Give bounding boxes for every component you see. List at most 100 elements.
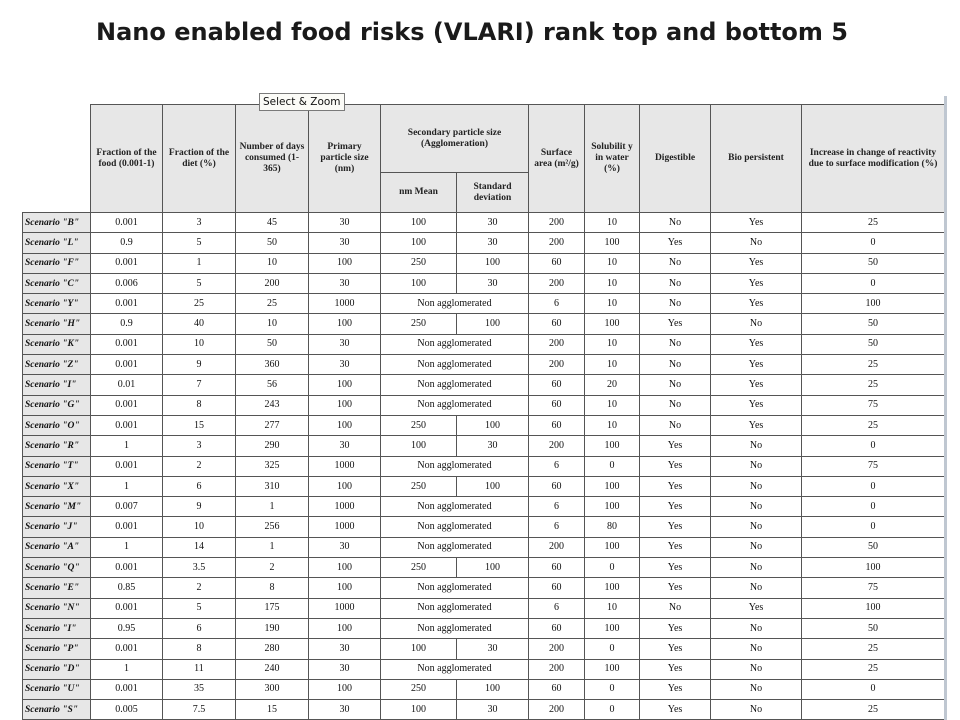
cell-standard-deviation: 100 xyxy=(456,557,529,579)
cell-surface-area: 60 xyxy=(528,374,585,396)
corner-cell xyxy=(22,104,91,213)
cell-reactivity: 75 xyxy=(801,394,944,416)
table-row: Scenario "T" 0.001 2 325 1000 Non agglomerate… xyxy=(22,455,944,477)
cell-reactivity: 100 xyxy=(801,557,944,579)
scenario-label: Scenario "Z" xyxy=(22,354,91,376)
cell-reactivity: 0 xyxy=(801,232,944,254)
cell-solubility: 100 xyxy=(584,536,640,559)
cell-digestible: Yes xyxy=(639,699,711,720)
scenario-label: Scenario "C" xyxy=(22,272,91,295)
cell-fraction-diet: 2 xyxy=(162,455,236,477)
cell-solubility: 100 xyxy=(584,658,640,680)
cell-digestible: No xyxy=(639,414,711,437)
cell-solubility: 100 xyxy=(584,232,640,254)
cell-fraction-food: 1 xyxy=(90,475,163,498)
cell-fraction-food: 0.001 xyxy=(90,678,163,701)
cell-solubility: 100 xyxy=(584,435,640,457)
cell-solubility: 0 xyxy=(584,678,640,701)
cell-standard-deviation: 100 xyxy=(456,414,529,437)
cell-fraction-food: 0.95 xyxy=(90,617,163,640)
cell-fraction-diet: 9 xyxy=(162,496,236,518)
scenario-label: Scenario "Y" xyxy=(22,293,91,315)
cell-fraction-food: 0.001 xyxy=(90,455,163,477)
cell-surface-area: 60 xyxy=(528,414,585,437)
cell-nm-mean: 250 xyxy=(380,414,457,437)
table-row: Scenario "L" 0.9 5 50 30 100 30 200 100 Yes No 0 xyxy=(22,232,944,254)
cell-bio-persistent: Yes xyxy=(710,354,802,376)
cell-surface-area: 200 xyxy=(528,699,585,720)
header-nm-mean: nm Mean xyxy=(380,172,457,213)
cell-primary-size: 1000 xyxy=(308,496,381,518)
cell-digestible: No xyxy=(639,211,711,234)
cell-digestible: No xyxy=(639,394,711,416)
cell-solubility: 0 xyxy=(584,699,640,720)
table-row: Scenario "Z" 0.001 9 360 30 Non agglomerated 2… xyxy=(22,354,944,376)
cell-solubility: 100 xyxy=(584,496,640,518)
cell-agglomeration: Non agglomerated xyxy=(380,536,529,559)
header-bio-persistent: Bio persistent xyxy=(710,104,802,213)
scenario-label: Scenario "E" xyxy=(22,577,91,599)
cell-nm-mean: 100 xyxy=(380,232,457,254)
cell-solubility: 100 xyxy=(584,577,640,599)
cell-standard-deviation: 30 xyxy=(456,699,529,720)
table-row: Scenario "J" 0.001 10 256 1000 Non agglomerat… xyxy=(22,516,944,538)
cell-standard-deviation: 30 xyxy=(456,638,529,660)
cell-surface-area: 200 xyxy=(528,211,585,234)
cell-fraction-food: 0.001 xyxy=(90,333,163,356)
cell-primary-size: 100 xyxy=(308,374,381,396)
cell-days-consumed: 240 xyxy=(235,658,309,680)
cell-digestible: No xyxy=(639,597,711,619)
cell-agglomeration: Non agglomerated xyxy=(380,455,529,477)
cell-days-consumed: 290 xyxy=(235,435,309,457)
cell-days-consumed: 325 xyxy=(235,455,309,477)
cell-days-consumed: 360 xyxy=(235,354,309,376)
cell-fraction-food: 1 xyxy=(90,536,163,559)
cell-days-consumed: 1 xyxy=(235,496,309,518)
cell-fraction-food: 0.001 xyxy=(90,638,163,660)
cell-reactivity: 50 xyxy=(801,313,944,335)
cell-standard-deviation: 30 xyxy=(456,232,529,254)
cell-days-consumed: 50 xyxy=(235,232,309,254)
cell-bio-persistent: Yes xyxy=(710,597,802,619)
cell-digestible: Yes xyxy=(639,638,711,660)
cell-fraction-diet: 5 xyxy=(162,232,236,254)
cell-fraction-food: 0.001 xyxy=(90,252,163,274)
cell-days-consumed: 277 xyxy=(235,414,309,437)
cell-reactivity: 0 xyxy=(801,475,944,498)
scenario-label: Scenario "I" xyxy=(22,374,91,396)
cell-reactivity: 100 xyxy=(801,293,944,315)
select-zoom-tooltip: Select & Zoom xyxy=(259,93,345,111)
cell-surface-area: 6 xyxy=(528,496,585,518)
cell-solubility: 10 xyxy=(584,414,640,437)
cell-fraction-diet: 10 xyxy=(162,516,236,538)
header-solubility: Solubilit y in water (%) xyxy=(584,104,640,213)
cell-agglomeration: Non agglomerated xyxy=(380,394,529,416)
cell-surface-area: 200 xyxy=(528,272,585,295)
cell-agglomeration: Non agglomerated xyxy=(380,496,529,518)
cell-nm-mean: 100 xyxy=(380,699,457,720)
scenario-label: Scenario "I" xyxy=(22,617,91,640)
scenario-label: Scenario "N" xyxy=(22,597,91,619)
header-days-consumed: Number of days consumed (1-365) xyxy=(235,104,309,213)
cell-surface-area: 200 xyxy=(528,638,585,660)
cell-primary-size: 1000 xyxy=(308,597,381,619)
cell-days-consumed: 190 xyxy=(235,617,309,640)
table-row: Scenario "U" 0.001 35 300 100 250 100 60 0 Yes No 0 xyxy=(22,678,944,701)
scenario-label: Scenario "H" xyxy=(22,313,91,335)
cell-bio-persistent: No xyxy=(710,475,802,498)
cell-surface-area: 200 xyxy=(528,536,585,559)
cell-surface-area: 6 xyxy=(528,597,585,619)
header-secondary-particle-size: Secondary particle size (Agglomeration) xyxy=(380,104,529,173)
scenario-label: Scenario "T" xyxy=(22,455,91,477)
cell-reactivity: 25 xyxy=(801,658,944,680)
header-fraction-food: Fraction of the food (0.001-1) xyxy=(90,104,163,213)
cell-agglomeration: Non agglomerated xyxy=(380,658,529,680)
cell-primary-size: 30 xyxy=(308,536,381,559)
cell-surface-area: 60 xyxy=(528,313,585,335)
cell-reactivity: 0 xyxy=(801,435,944,457)
cell-primary-size: 30 xyxy=(308,232,381,254)
cell-bio-persistent: No xyxy=(710,232,802,254)
cell-primary-size: 1000 xyxy=(308,455,381,477)
cell-digestible: Yes xyxy=(639,475,711,498)
cell-fraction-food: 0.001 xyxy=(90,394,163,416)
